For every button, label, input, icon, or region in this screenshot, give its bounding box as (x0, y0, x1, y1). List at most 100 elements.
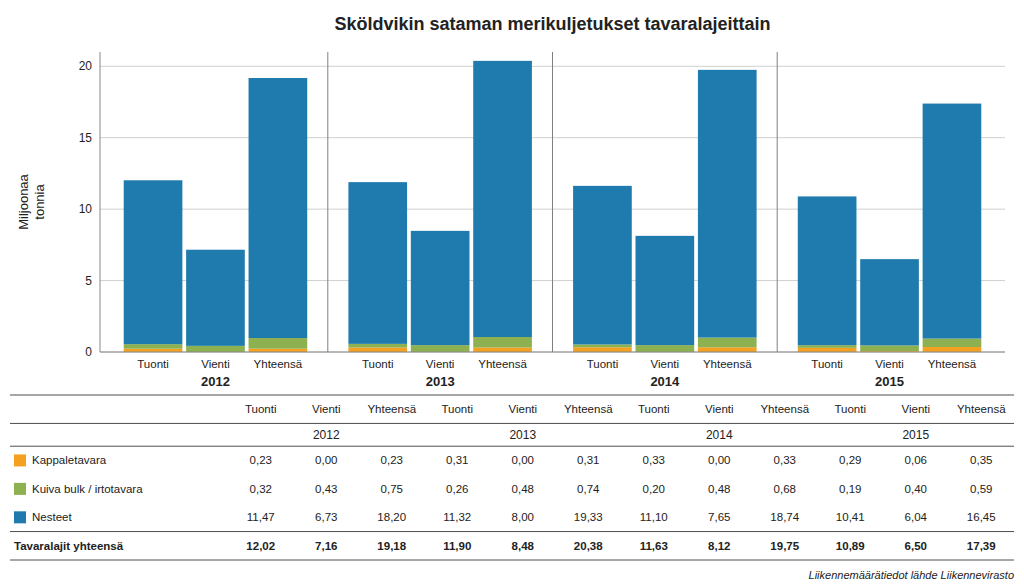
table-cell: 0,00 (315, 454, 337, 466)
x-tick-label: Vienti (426, 358, 455, 370)
legend-swatch (14, 511, 26, 523)
table-header: Vienti (312, 403, 341, 415)
table-rule (10, 531, 1014, 532)
table-header: Tuonti (245, 403, 277, 415)
table-cell: 0,48 (708, 483, 730, 495)
y-axis-label: Miljoonaatonnia (16, 173, 47, 229)
bar-segment (798, 196, 857, 345)
table-cell: 0,00 (708, 454, 730, 466)
footnote: Liikennemäärätiedot lähde Liikennevirast… (809, 569, 1014, 581)
table-cell: 8,48 (512, 540, 535, 552)
x-tick-label: Yhteensä (928, 358, 977, 370)
table-cell: 19,33 (574, 511, 603, 523)
group-separator (327, 52, 328, 352)
table-cell: 0,26 (446, 483, 468, 495)
table-cell: 0,20 (643, 483, 665, 495)
x-tick-label: Tuonti (587, 358, 619, 370)
table-cell: 19,18 (377, 540, 406, 552)
table-group-label: 2012 (313, 428, 340, 442)
table-cell: 18,74 (770, 511, 799, 523)
bar-segment (573, 186, 632, 345)
bar-segment (186, 346, 245, 352)
table-cell: 0,33 (774, 454, 796, 466)
table-cell: 0,48 (512, 483, 534, 495)
table-cell: 11,90 (443, 540, 471, 552)
table-cell: 8,00 (512, 511, 534, 523)
bar-segment (473, 348, 532, 352)
table-cell: 0,74 (577, 483, 600, 495)
x-tick-label: Vienti (651, 358, 680, 370)
table-cell: 0,23 (250, 454, 272, 466)
table-header: Yhteensä (957, 403, 1006, 415)
table-cell: 0,43 (315, 483, 337, 495)
table-cell: 10,41 (836, 511, 865, 523)
bar-segment (411, 345, 470, 352)
x-tick-label: Tuonti (362, 358, 394, 370)
bar-segment (636, 236, 695, 345)
table-cell: 11,47 (247, 511, 275, 523)
legend-swatch (14, 454, 26, 466)
table-cell: 6,73 (315, 511, 337, 523)
table-row-label: Kuiva bulk / irtotavara (32, 483, 143, 495)
table-cell: 6,04 (905, 511, 928, 523)
table-cell: 0,40 (905, 483, 927, 495)
bar-segment (348, 348, 407, 352)
bar-segment (473, 337, 532, 348)
chart: Sköldvikin sataman merikuljetukset tavar… (0, 0, 1024, 588)
table-row-label: Tavaralajit yhteensä (14, 540, 124, 552)
x-tick-label: Tuonti (137, 358, 169, 370)
bar-segment (249, 338, 308, 349)
y-tick-label: 20 (79, 59, 93, 73)
title: Sköldvikin sataman merikuljetukset tavar… (334, 14, 770, 34)
table-cell: 18,20 (377, 511, 406, 523)
bar-segment (860, 345, 919, 351)
table-cell: 0,32 (250, 483, 272, 495)
bar-segment (798, 348, 857, 352)
bar-segment (249, 78, 308, 338)
y-tick-label: 15 (79, 131, 93, 145)
table-cell: 0,68 (774, 483, 796, 495)
table-cell: 7,16 (315, 540, 337, 552)
bar-segment (124, 180, 183, 344)
bar-segment (573, 344, 632, 347)
bar-segment (798, 345, 857, 348)
x-tick-label: Yhteensä (703, 358, 752, 370)
table-rule (10, 446, 1014, 447)
group-separator (777, 52, 778, 352)
table-rule (10, 395, 1014, 396)
group-label: 2014 (650, 374, 680, 389)
table-rule (10, 560, 1014, 561)
table-header: Tuonti (638, 403, 670, 415)
table-group-label: 2013 (509, 428, 536, 442)
y-axis-label-line: Miljoonaa (16, 173, 31, 229)
group-label: 2015 (875, 374, 904, 389)
table-row-label: Nesteet (32, 511, 72, 523)
table-cell: 0,35 (970, 454, 992, 466)
y-tick-label: 0 (85, 345, 92, 359)
table-cell: 0,06 (905, 454, 927, 466)
y-tick-label: 5 (85, 274, 92, 288)
table-group-label: 2015 (902, 428, 929, 442)
y-axis-line (100, 52, 101, 352)
bar-segment (348, 182, 407, 344)
table-cell: 8,12 (708, 540, 730, 552)
y-axis-label-line: tonnia (32, 184, 47, 220)
table-cell: 10,89 (836, 540, 865, 552)
bar-segment (923, 347, 982, 352)
bar-segment (698, 338, 757, 348)
bar-segment (411, 231, 470, 345)
bar-segment (860, 259, 919, 345)
table-cell: 0,31 (577, 454, 599, 466)
table-cell: 0,00 (512, 454, 534, 466)
bar-segment (186, 250, 245, 346)
table-header: Vienti (705, 403, 734, 415)
table-cell: 11,10 (640, 511, 668, 523)
table-cell: 11,63 (640, 540, 668, 552)
table-cell: 0,33 (643, 454, 665, 466)
bar-segment (698, 70, 757, 338)
legend-swatch (14, 483, 26, 495)
group-separator (552, 52, 553, 352)
table-header: Vienti (508, 403, 537, 415)
table-header: Yhteensä (564, 403, 613, 415)
table-rule (10, 423, 1014, 424)
